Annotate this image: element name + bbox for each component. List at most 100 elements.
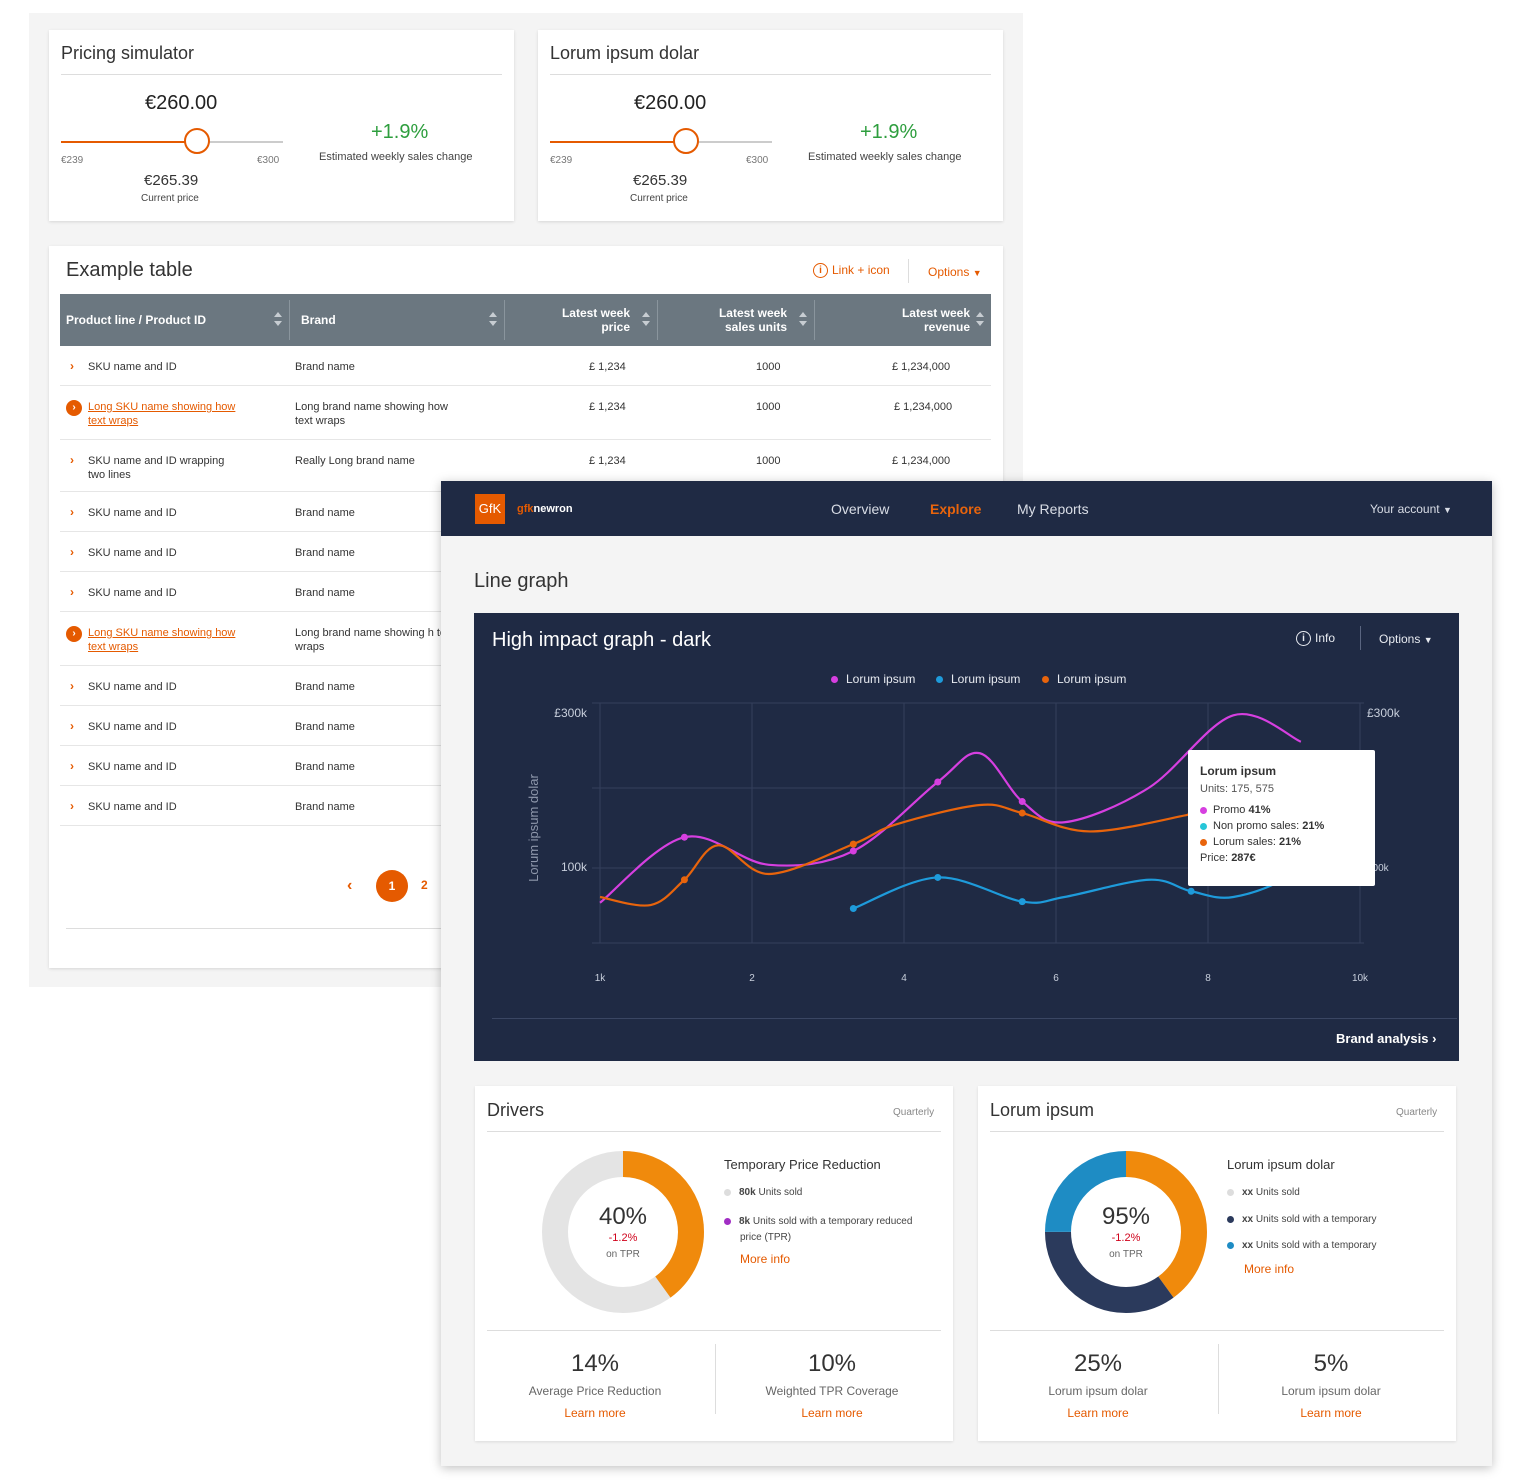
col-brand[interactable]: Brand [301, 294, 481, 346]
page-1-button[interactable]: 1 [376, 870, 408, 902]
learn-more-link[interactable]: Learn more [1300, 1406, 1362, 1420]
legend-text: Units sold [755, 1187, 803, 1198]
legend-text: Units sold with a temporary [1253, 1240, 1377, 1251]
tooltip-label: Lorum sales: [1213, 836, 1280, 848]
brand-cell: Brand name [295, 681, 355, 693]
col-price[interactable]: Latest week price [550, 294, 630, 346]
sku-link[interactable]: Long SKU name showing how text wraps [88, 401, 236, 427]
gfk-logo[interactable]: GfK [475, 494, 505, 524]
stat-value: 10% [807, 1350, 857, 1377]
chevron-right-icon[interactable]: › [70, 679, 74, 693]
info-button[interactable]: i Info [1296, 631, 1335, 647]
options-dropdown[interactable]: Options ▼ [928, 265, 982, 279]
chevron-right-icon[interactable]: › [70, 505, 74, 519]
info-icon: i [1296, 631, 1311, 647]
sort-icon[interactable] [976, 312, 984, 328]
sort-icon[interactable] [274, 312, 282, 328]
chevron-right-icon[interactable]: › [70, 585, 74, 599]
chevron-right-icon: › [1432, 1031, 1437, 1046]
options-dropdown[interactable]: Options ▼ [1379, 632, 1433, 646]
brand-cell: Brand name [295, 801, 355, 813]
current-price-label: Current price [141, 193, 199, 204]
chevron-right-icon[interactable]: › [70, 799, 74, 813]
nav-overview[interactable]: Overview [831, 501, 890, 517]
line-chart[interactable]: 1k 2 4 6 8 10k £300k 100k £300k 100k Lorum ipsum d… [474, 613, 1459, 1061]
chevron-left-icon[interactable]: ‹ [347, 877, 353, 894]
col-product[interactable]: Product line / Product ID [66, 294, 276, 346]
donut-segment [1045, 1151, 1207, 1313]
legend-item[interactable]: Lorum ipsum [1042, 672, 1126, 686]
slider-min: €239 [550, 155, 573, 166]
sku-cell: SKU name and ID [88, 681, 177, 693]
price-cell: £ 1,234 [589, 361, 626, 373]
legend-bold: 80k [739, 1187, 756, 1198]
donut-sub: on TPR [1109, 1249, 1143, 1260]
header-label: Latest week sales units [718, 306, 787, 334]
chevron-down-icon: ▼ [1442, 505, 1452, 515]
chevron-right-icon[interactable]: › [66, 400, 82, 416]
link-label: Link + icon [832, 263, 890, 277]
data-point [1018, 798, 1026, 806]
learn-more-link[interactable]: Learn more [564, 1406, 626, 1420]
legend-bold: xx [1242, 1214, 1254, 1225]
sort-icon[interactable] [642, 312, 650, 328]
card-title: Drivers [487, 1100, 544, 1120]
page-title: Line graph [474, 570, 569, 592]
link-icon-button[interactable]: i Link + icon [813, 263, 890, 279]
legend-item[interactable]: Lorum ipsum [831, 672, 915, 686]
legend-label: Lorum ipsum [1057, 672, 1127, 686]
units-cell: 1000 [756, 455, 781, 467]
stat-value: 14% [570, 1350, 620, 1377]
y-tick-label: £300k [554, 706, 588, 720]
brand-cell: Brand name [295, 361, 355, 373]
legend-item[interactable]: Lorum ipsum [936, 672, 1020, 686]
more-info-link[interactable]: More info [1244, 1262, 1295, 1276]
x-tick-label: 8 [1205, 973, 1211, 984]
sku-link[interactable]: Long SKU name showing how text wraps [88, 627, 236, 653]
column-divider [814, 300, 815, 340]
page-2-button[interactable]: 2 [421, 878, 428, 892]
chevron-right-icon[interactable]: › [70, 359, 74, 373]
chevron-right-icon[interactable]: › [70, 453, 74, 467]
pricing-card-2: Lorum ipsum dolar €260.00 €239 €300 €265… [538, 30, 1003, 221]
account-menu[interactable]: Your account ▼ [1370, 502, 1452, 516]
legend-bold: xx [1242, 1187, 1254, 1198]
data-point [849, 905, 857, 912]
slider-handle[interactable] [184, 128, 210, 154]
chevron-right-icon[interactable]: › [70, 759, 74, 773]
tooltip-title: Lorum ipsum [1200, 764, 1277, 778]
table-row[interactable]: › Long SKU name showing how text wraps L… [60, 386, 991, 440]
tooltip-value: 41% [1248, 804, 1271, 816]
sort-icon[interactable] [799, 312, 807, 328]
brand-analysis-link[interactable]: Brand analysis › [1336, 1031, 1436, 1046]
revenue-cell: £ 1,234,000 [892, 361, 951, 373]
col-revenue[interactable]: Latest week revenue [890, 294, 970, 346]
learn-more-link[interactable]: Learn more [1067, 1406, 1129, 1420]
nav-my-reports[interactable]: My Reports [1017, 501, 1089, 517]
legend-text: Units sold [1253, 1187, 1300, 1198]
brand-cell: Brand name [295, 587, 355, 599]
table-row[interactable]: › SKU name and ID Brand name £ 1,234 100… [60, 346, 991, 386]
legend-dot [1200, 822, 1207, 830]
legend-row: xx Units sold with a temporary [1227, 1240, 1377, 1251]
slider-handle[interactable] [673, 128, 699, 154]
x-tick-label: 10k [1352, 973, 1369, 984]
chevron-right-icon[interactable]: › [70, 719, 74, 733]
chevron-right-icon[interactable]: › [66, 626, 82, 642]
table-title: Example table [66, 259, 193, 281]
graph-title: High impact graph - dark [492, 629, 711, 651]
chevron-right-icon[interactable]: › [70, 545, 74, 559]
more-info-link[interactable]: More info [740, 1252, 791, 1266]
table-row[interactable]: › Long SKU name showing how text wraps L… [60, 612, 991, 666]
nav-explore[interactable]: Explore [930, 501, 982, 517]
brand-analysis-label: Brand analysis [1336, 1031, 1429, 1046]
current-price: €265.39 [144, 172, 199, 189]
col-units[interactable]: Latest week sales units [707, 294, 787, 346]
learn-more-link[interactable]: Learn more [801, 1406, 863, 1420]
options-label: Options [928, 265, 970, 279]
sort-icon[interactable] [489, 312, 497, 328]
app-window: GfK gfknewron Overview Explore My Report… [441, 481, 1492, 1466]
donut-segment [1045, 1151, 1207, 1313]
legend-title: Temporary Price Reduction [724, 1157, 881, 1172]
brand-cell: Long brand name showing h text wraps [295, 627, 455, 653]
